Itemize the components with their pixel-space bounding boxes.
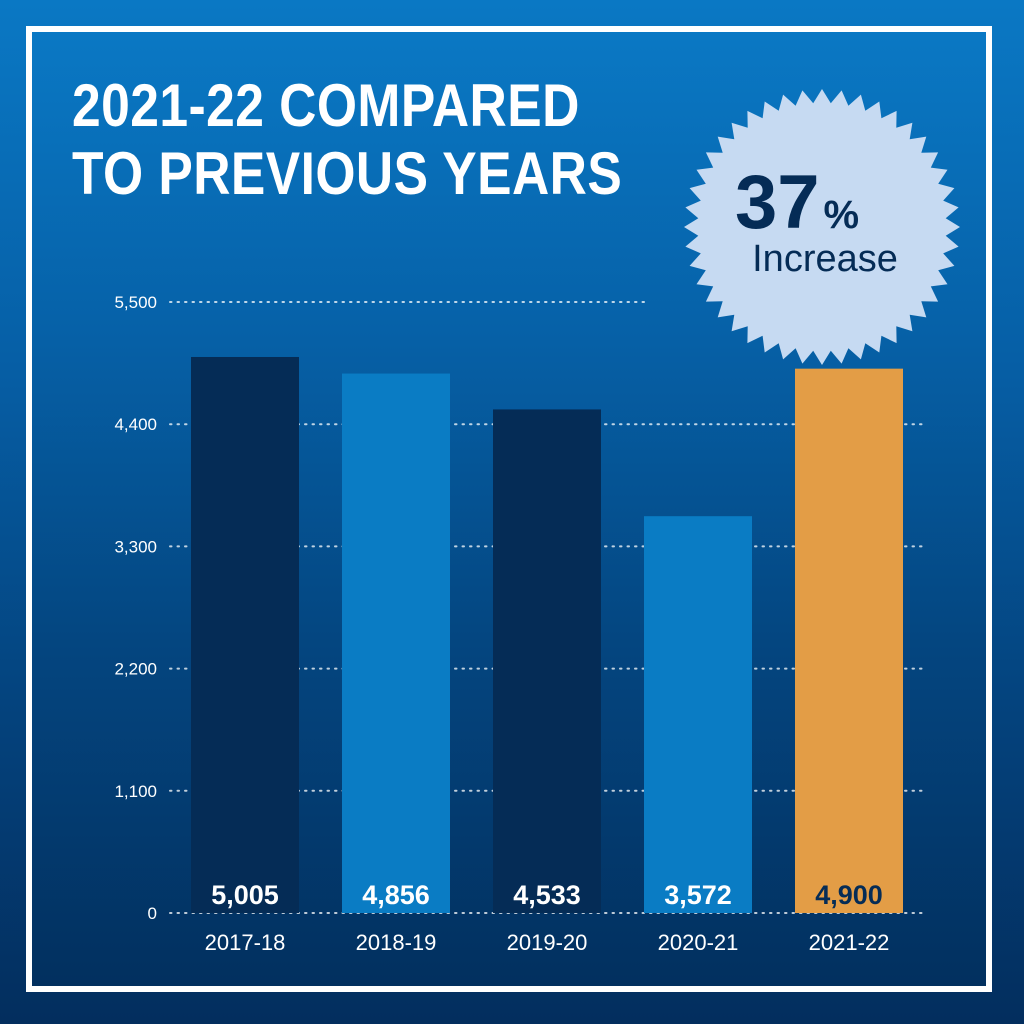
x-tick-label: 2020-21 xyxy=(658,930,739,955)
y-tick-label: 3,300 xyxy=(114,537,157,556)
y-tick-label: 5,500 xyxy=(114,293,157,312)
bar xyxy=(191,356,299,913)
data-label: 4,533 xyxy=(513,880,581,910)
x-tick-label: 2019-20 xyxy=(507,930,588,955)
x-tick-label: 2018-19 xyxy=(356,930,437,955)
data-label: 4,900 xyxy=(815,880,883,910)
svg-text:37%: 37% xyxy=(735,160,859,245)
starburst-badge-shape xyxy=(684,89,960,365)
data-label: 3,572 xyxy=(664,880,732,910)
y-tick-label: 2,200 xyxy=(114,660,157,679)
badge-label: Increase xyxy=(752,238,898,280)
bar xyxy=(644,516,752,913)
title-line-1: 2021-22 COMPARED xyxy=(72,72,580,139)
data-label: 5,005 xyxy=(211,880,279,910)
x-tick-label: 2017-18 xyxy=(205,930,286,955)
data-label: 4,856 xyxy=(362,880,430,910)
y-tick-label: 4,400 xyxy=(114,415,157,434)
bar xyxy=(493,409,601,913)
bar xyxy=(342,373,450,913)
title-line-2: TO PREVIOUS YEARS xyxy=(72,140,623,207)
page-title: 2021-22 COMPARED TO PREVIOUS YEARS xyxy=(72,72,622,208)
bar xyxy=(795,368,903,913)
badge-percent-sign: % xyxy=(823,193,859,237)
y-tick-label: 0 xyxy=(148,904,157,923)
y-tick-label: 1,100 xyxy=(114,782,157,801)
badge-percent-number: 37 xyxy=(735,160,820,245)
x-tick-label: 2021-22 xyxy=(809,930,890,955)
